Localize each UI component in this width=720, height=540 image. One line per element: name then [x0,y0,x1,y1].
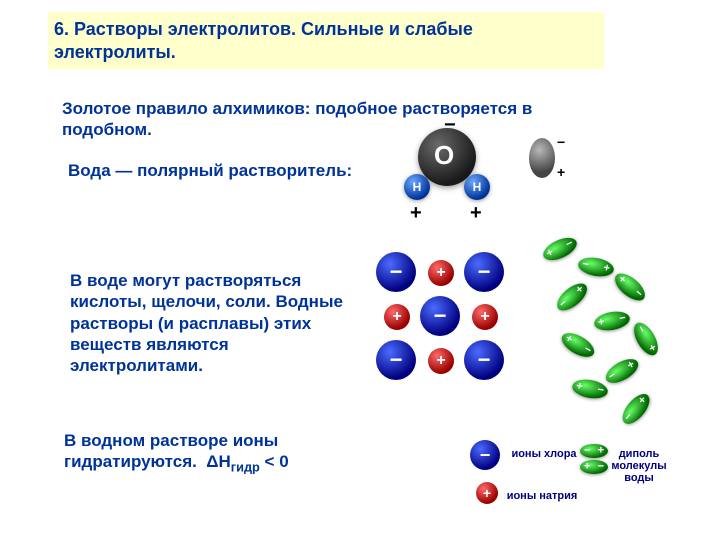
water-dipole [618,389,655,428]
water-dipole [558,328,598,362]
water-solvent-text: Вода — полярный растворитель: [68,160,388,181]
water-dipole [602,354,642,388]
hydrate-text: В водном растворе ионы гидратируются. ΔH… [64,430,364,476]
oxygen-label: O [434,140,454,171]
water-dipole [593,309,632,333]
water-dipole [610,269,649,306]
mini-pos: + [557,164,565,180]
chloride-ion: − [420,296,460,336]
golden-rule-text: Золотое правило алхимиков: подобное раст… [62,98,622,141]
sodium-ion: + [472,304,498,330]
negative-sign: − [444,114,456,137]
water-dipole [571,377,610,401]
positive-sign-1: + [410,202,422,225]
chloride-ion: − [464,340,504,380]
chloride-ion: − [464,252,504,292]
water-dipole [552,279,591,316]
sodium-ion: + [428,260,454,286]
legend-dipole-icon-1 [580,444,608,458]
dissolve-text: В воде могут растворяться кислоты, щелоч… [70,270,360,376]
water-dipole [629,319,663,359]
legend-chloride-label: ионы хлора [504,448,584,460]
chloride-ion: − [376,340,416,380]
legend-dipole-label: диполь молекулы воды [608,448,670,484]
water-dipole [577,255,616,279]
legend-sodium-label: ионы натрия [502,490,582,502]
slide-title: 6. Растворы электролитов. Сильные и слаб… [48,12,604,69]
legend-chloride-icon: − [470,440,500,470]
water-dipole [540,233,580,265]
legend-dipole-icon-2 [580,460,608,474]
mini-neg: − [557,134,565,150]
legend-sodium-icon: + [476,482,498,504]
chloride-ion: − [376,252,416,292]
sodium-ion: + [384,304,410,330]
hydrogen-atom-2: H [464,174,490,200]
hydrogen-atom-1: H [404,174,430,200]
sodium-ion: + [428,348,454,374]
mini-dipole-icon: − + [522,138,562,178]
positive-sign-2: + [470,202,482,225]
